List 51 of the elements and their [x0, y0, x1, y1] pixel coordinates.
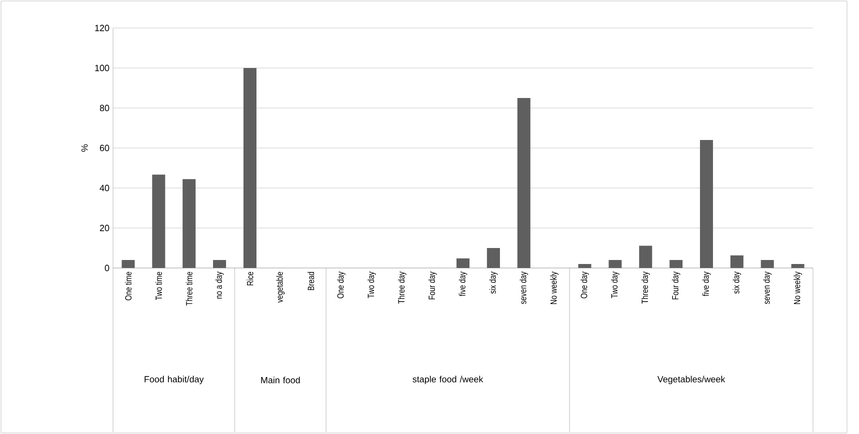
text: staple food /week [412, 376, 484, 384]
y-tick-label: 80 [100, 104, 110, 112]
y-tick-label: 120 [95, 24, 110, 32]
x-tick-label: no a day [215, 272, 224, 299]
x-tick-label: Three day [398, 272, 406, 304]
bar [791, 264, 804, 268]
x-tick-label: Four day [672, 272, 680, 300]
bar [608, 260, 622, 268]
bar [243, 68, 256, 268]
y-axis-title: % [81, 144, 88, 152]
x-tick-label: seven day [763, 272, 772, 304]
y-tick-label: 40 [100, 184, 110, 192]
y-tick-label: 60 [100, 144, 110, 152]
bar [639, 246, 652, 268]
x-tick-label: Three day [641, 272, 650, 304]
bar [182, 179, 196, 268]
bar [152, 174, 166, 268]
x-tick-label: Bread [308, 272, 314, 290]
bar [730, 255, 744, 268]
x-tick-label: seven day [520, 272, 528, 304]
bar [670, 260, 683, 268]
x-tick-label: five day [702, 272, 711, 296]
y-tick-label: 20 [100, 224, 110, 232]
bar [122, 260, 135, 268]
x-tick-label: One day [580, 272, 589, 298]
x-tick-label: Four day [428, 272, 437, 300]
text: Vegetables/week [657, 376, 726, 384]
x-tick-label: One day [337, 272, 346, 298]
x-tick-label: Three time [186, 272, 192, 306]
x-tick-label: Two time [155, 272, 162, 300]
y-tick-label: 0 [104, 264, 110, 272]
bar [760, 260, 774, 268]
x-tick-label: six day [489, 272, 498, 294]
bar [578, 264, 592, 268]
bar [700, 140, 713, 268]
x-tick-label: Two day [611, 272, 620, 298]
x-tick-label: Two day [368, 272, 376, 298]
bar [517, 98, 530, 268]
x-tick-label: five day [458, 272, 468, 296]
x-tick-label: six day [732, 272, 742, 294]
bar [456, 258, 470, 268]
bar [486, 248, 500, 268]
x-tick-label: No weekly [794, 272, 802, 304]
x-tick-label: No weekly [550, 272, 558, 304]
x-tick-label: vegetable [276, 272, 285, 303]
text: Food habit/day [144, 376, 204, 384]
x-tick-label: One time [124, 272, 132, 300]
y-tick-label: 100 [95, 64, 110, 72]
bar [213, 260, 226, 268]
x-tick-label: Rice [246, 272, 254, 286]
text: Main food [261, 376, 300, 384]
